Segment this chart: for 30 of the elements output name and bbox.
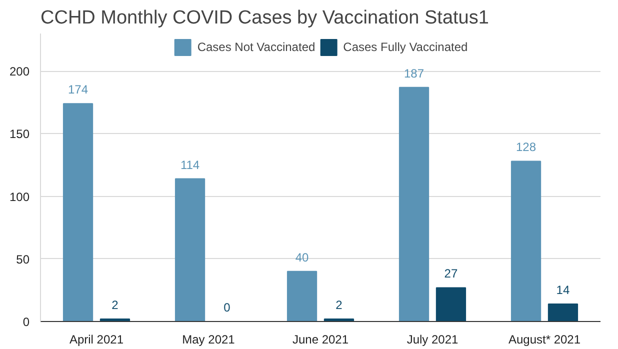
data-label: 114 — [180, 158, 200, 172]
y-tick-label: 100 — [9, 190, 30, 204]
data-label: 0 — [224, 300, 231, 314]
bar — [286, 270, 318, 322]
x-tick-label: July 2021 — [406, 332, 459, 346]
data-label: 174 — [68, 82, 88, 97]
data-label: 128 — [516, 140, 536, 154]
bar — [398, 86, 430, 322]
x-tick-label: August* 2021 — [508, 332, 581, 346]
data-label: 2 — [112, 298, 119, 312]
x-tick-label: May 2021 — [182, 332, 236, 346]
data-label: 40 — [295, 250, 310, 264]
x-tick-label: April 2021 — [69, 332, 124, 346]
x-tick-label: June 2021 — [292, 332, 349, 346]
bar — [548, 303, 578, 322]
bar — [510, 160, 542, 322]
data-label: 27 — [444, 266, 458, 281]
y-tick-label: 150 — [9, 127, 30, 142]
y-tick-label: 50 — [16, 252, 30, 266]
y-tick-label: 0 — [22, 315, 30, 329]
bar — [62, 103, 94, 322]
legend-label: Cases Not Vaccinated — [197, 40, 316, 54]
chart-title: CCHD Monthly COVID Cases by Vaccination Status1 — [40, 8, 489, 28]
bar — [436, 287, 466, 322]
data-label: 14 — [556, 282, 570, 297]
y-tick-label: 200 — [9, 64, 30, 79]
legend-label: Cases Fully Vaccinated — [343, 40, 468, 54]
data-label: 187 — [404, 66, 424, 80]
data-label: 2 — [336, 298, 343, 312]
bar — [174, 178, 206, 322]
